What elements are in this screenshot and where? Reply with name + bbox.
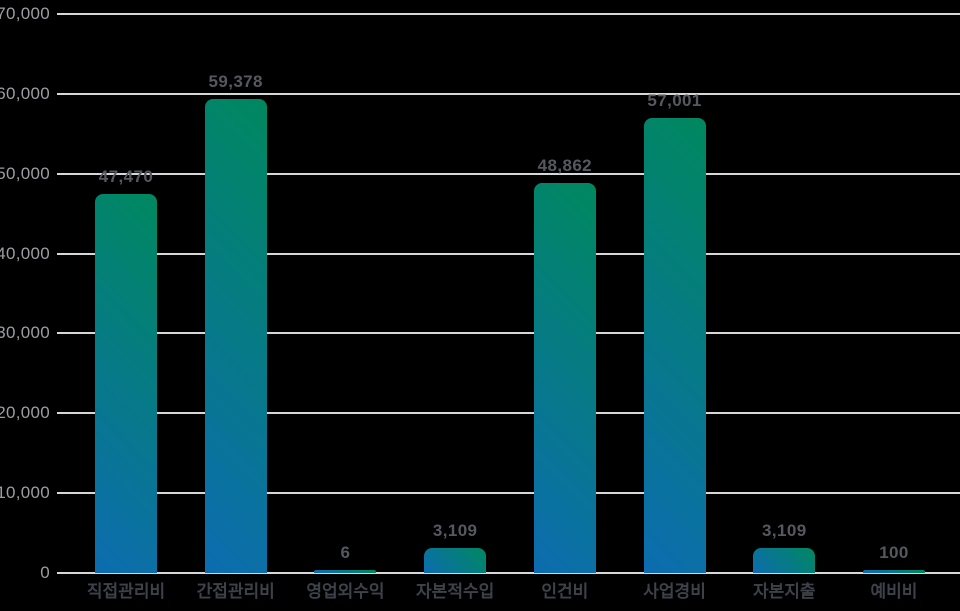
y-axis-tick-label: 30,000 — [0, 323, 50, 343]
gridline — [57, 92, 960, 95]
gridline — [57, 252, 960, 255]
bar-value-label: 6 — [340, 543, 351, 562]
bar-value-label: 57,001 — [647, 90, 702, 110]
y-axis-tick-label: 60,000 — [0, 83, 50, 103]
category-label: 자본지출 — [753, 582, 816, 601]
gridline — [57, 172, 960, 175]
category-label: 자본적수입 — [416, 582, 495, 601]
bar-value-label: 3,109 — [762, 521, 807, 541]
gridline — [57, 332, 960, 335]
bar-5 — [533, 182, 596, 573]
category-label: 간접관리비 — [196, 582, 275, 601]
category-label: 사업경비 — [643, 582, 706, 601]
gridline — [57, 572, 960, 574]
y-axis-tick-label: 20,000 — [0, 403, 50, 423]
y-axis-tick-label: 10,000 — [0, 483, 50, 503]
category-label: 영업외수익 — [306, 582, 385, 601]
bar-value-label: 47,470 — [98, 166, 154, 186]
category-label: 직접관리비 — [86, 582, 166, 601]
gridline — [57, 13, 960, 15]
gridline — [57, 492, 960, 495]
bar-7 — [753, 548, 816, 573]
bar-value-label: 100 — [879, 543, 909, 562]
y-axis-tick-label: 40,000 — [0, 243, 50, 263]
y-axis-tick-label: 70,000 — [0, 4, 50, 23]
gridline — [57, 412, 960, 415]
category-label: 예비비 — [870, 582, 918, 601]
bar-1 — [95, 193, 157, 573]
category-label: 인건비 — [541, 582, 589, 601]
bar-8 — [862, 570, 925, 573]
bar-6 — [643, 117, 706, 573]
y-axis-tick-label: 0 — [40, 563, 50, 582]
bar-value-label: 59,378 — [208, 71, 263, 91]
y-axis-tick-label: 50,000 — [0, 163, 50, 183]
bar-2 — [204, 98, 267, 573]
bar-4 — [424, 548, 487, 573]
bar-value-label: 3,109 — [432, 521, 478, 541]
bar-3 — [314, 570, 377, 573]
bar-value-label: 48,862 — [537, 155, 593, 175]
